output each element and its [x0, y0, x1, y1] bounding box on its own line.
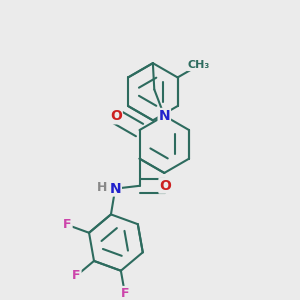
Text: N: N: [110, 182, 121, 196]
Text: CH₃: CH₃: [188, 60, 210, 70]
Text: O: O: [110, 110, 122, 124]
Text: O: O: [159, 179, 171, 193]
Text: F: F: [63, 218, 72, 232]
Text: F: F: [121, 287, 129, 300]
Text: H: H: [97, 181, 108, 194]
Text: N: N: [158, 109, 170, 123]
Text: F: F: [72, 269, 81, 282]
